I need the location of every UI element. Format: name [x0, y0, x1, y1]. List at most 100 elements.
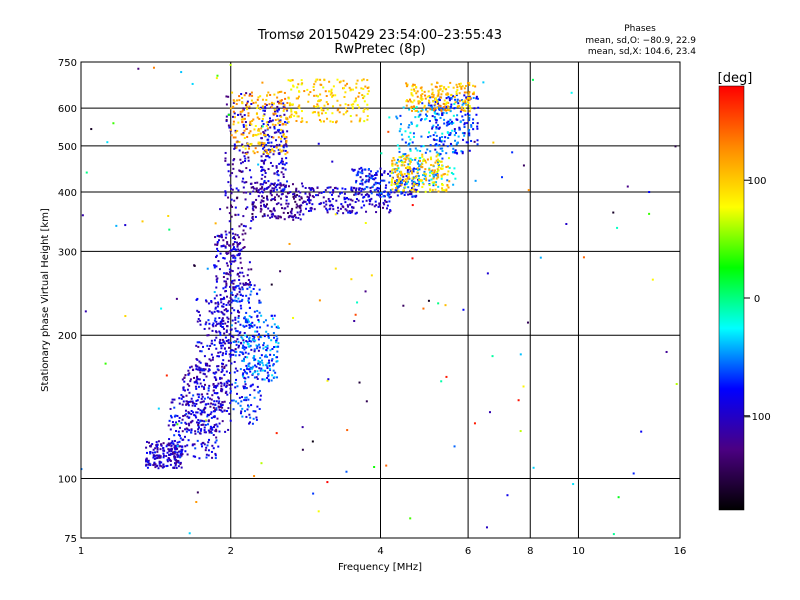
data-point [239, 293, 242, 296]
data-point [262, 151, 265, 154]
data-point [176, 453, 179, 456]
data-point [227, 124, 230, 127]
data-point [219, 403, 222, 406]
data-point [462, 102, 465, 105]
data-point [251, 216, 254, 219]
data-point [187, 373, 190, 376]
data-point [281, 160, 284, 163]
data-point [420, 86, 423, 89]
data-point [299, 191, 302, 194]
data-point [263, 187, 266, 190]
data-point [241, 120, 244, 123]
data-point [295, 97, 298, 100]
data-point [298, 213, 301, 216]
data-point [200, 397, 203, 400]
data-point [443, 173, 446, 176]
data-point [229, 296, 232, 299]
data-point [217, 397, 220, 400]
data-point [570, 91, 573, 94]
data-point [293, 197, 296, 200]
data-point [310, 209, 313, 212]
data-point [205, 321, 208, 324]
data-point [414, 116, 417, 119]
data-point [243, 136, 246, 139]
data-point [242, 191, 245, 194]
data-point [447, 170, 450, 173]
data-point [234, 316, 237, 319]
data-point [289, 210, 292, 213]
data-point [312, 187, 315, 190]
data-point [326, 209, 329, 212]
data-point [315, 105, 318, 108]
data-point [313, 94, 316, 97]
data-point [239, 113, 242, 116]
data-point [215, 428, 218, 431]
data-point [278, 90, 281, 93]
data-point [430, 104, 433, 107]
data-point [264, 319, 267, 322]
data-point [176, 451, 179, 454]
data-point [252, 365, 255, 368]
data-point [400, 159, 403, 162]
data-point [318, 191, 321, 194]
data-point [201, 395, 204, 398]
data-point [427, 99, 430, 102]
data-point [431, 189, 434, 192]
data-point [313, 208, 316, 211]
data-point [419, 119, 422, 122]
data-point [285, 116, 288, 119]
data-point [452, 121, 455, 124]
data-point [196, 382, 199, 385]
data-point [269, 119, 272, 122]
data-point [272, 153, 275, 156]
data-point [269, 148, 272, 151]
data-point [411, 185, 414, 188]
data-point [441, 157, 444, 160]
data-point [266, 367, 269, 370]
data-point [217, 382, 220, 385]
data-point [270, 149, 273, 152]
data-point [459, 110, 462, 113]
data-point [465, 96, 468, 99]
data-point [325, 207, 328, 210]
data-point [396, 194, 399, 197]
data-point [476, 125, 479, 128]
data-point [221, 338, 224, 341]
data-point [277, 91, 280, 94]
data-point [317, 111, 320, 114]
data-point [268, 364, 271, 367]
data-point [287, 97, 290, 100]
data-point [230, 134, 233, 137]
data-point [238, 332, 241, 335]
data-point [263, 181, 266, 184]
data-point [225, 233, 228, 236]
data-point [429, 108, 432, 111]
data-point [186, 388, 189, 391]
data-point [453, 107, 456, 110]
data-point [368, 178, 371, 181]
data-point [277, 122, 280, 125]
data-point [258, 129, 261, 132]
data-point [227, 428, 230, 431]
data-point [366, 186, 369, 189]
data-point [219, 293, 222, 296]
data-point [204, 419, 207, 422]
data-point [247, 156, 250, 159]
data-point [269, 150, 272, 153]
data-point [285, 195, 288, 198]
data-point [346, 204, 349, 207]
data-point [215, 347, 218, 350]
data-point [461, 115, 464, 118]
data-point [168, 228, 171, 231]
data-point [395, 161, 398, 164]
data-point [266, 376, 269, 379]
data-point [425, 161, 428, 164]
data-point [294, 214, 297, 217]
data-point [272, 112, 275, 115]
data-point [273, 215, 276, 218]
data-point [188, 429, 191, 432]
data-point [401, 178, 404, 181]
data-point [231, 260, 234, 263]
data-point [356, 79, 359, 82]
data-point [374, 177, 377, 180]
